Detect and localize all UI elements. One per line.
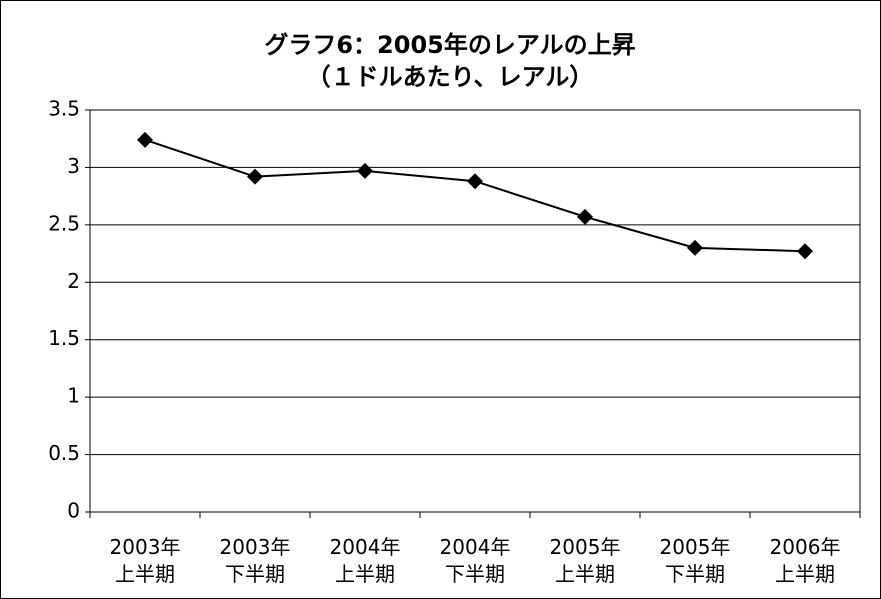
marker xyxy=(467,173,483,190)
y-tick-label: 3.5 xyxy=(48,97,80,121)
y-tick-label: 1 xyxy=(67,384,80,408)
x-tick-label: 2004年下半期 xyxy=(440,535,511,586)
x-tick-label: 2006年上半期 xyxy=(770,535,841,586)
marker xyxy=(357,162,373,179)
y-tick-label: 3 xyxy=(67,154,80,178)
x-tick-label: 2003年上半期 xyxy=(110,535,181,586)
y-tick-label: 2.5 xyxy=(48,211,80,235)
marker xyxy=(137,131,153,148)
x-tick-label: 2004年上半期 xyxy=(330,535,401,586)
y-tick-label: 0 xyxy=(67,499,80,523)
marker xyxy=(247,168,263,185)
y-tick-label: 0.5 xyxy=(48,441,80,465)
x-tick-label: 2005年上半期 xyxy=(550,535,621,586)
marker xyxy=(577,208,593,225)
marker xyxy=(687,239,703,256)
x-tick-label: 2003年下半期 xyxy=(220,535,291,586)
y-tick-label: 1.5 xyxy=(48,326,80,350)
y-tick-label: 2 xyxy=(67,269,80,293)
chart-title: グラフ6：2005年のレアルの上昇（１ドルあたり、レアル） xyxy=(264,31,635,91)
x-tick-label: 2005年下半期 xyxy=(660,535,731,586)
marker xyxy=(797,243,813,260)
